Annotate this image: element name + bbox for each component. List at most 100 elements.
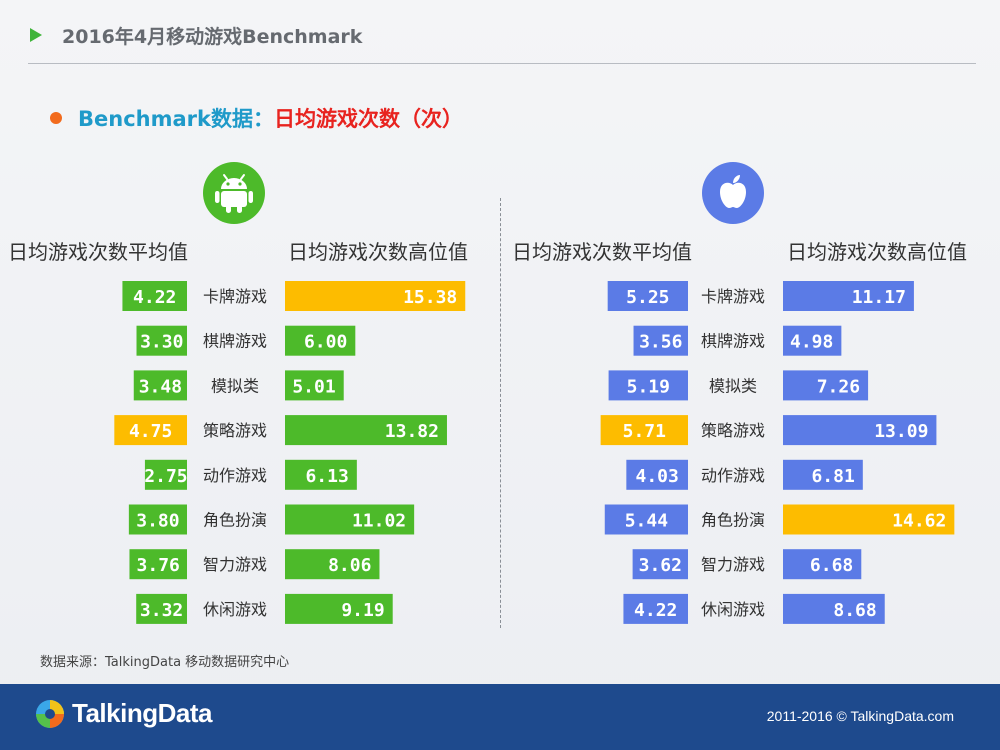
ios-avg-value-label: 5.71 — [623, 421, 666, 442]
android-category-label: 棋牌游戏 — [203, 332, 267, 351]
android-high-header: 日均游戏次数高位值 — [288, 240, 468, 264]
header-divider — [28, 63, 976, 64]
footer-bar: TalkingData 2011-2016 © TalkingData.com — [0, 684, 1000, 750]
android-high-value-label: 11.02 — [352, 511, 406, 532]
ios-high-bar — [783, 370, 869, 401]
android-avg-bar — [114, 415, 187, 446]
ios-category-label: 角色扮演 — [701, 511, 765, 530]
android-high-value-label: 6.13 — [305, 466, 348, 487]
ios-avg-bar — [600, 415, 688, 446]
ios-high-value-label: 13.09 — [874, 421, 928, 442]
ios-high-bar — [783, 593, 885, 624]
android-high-value-label: 8.06 — [328, 555, 371, 576]
subtitle-main: Benchmark数据： — [78, 107, 274, 131]
ios-category-label: 模拟类 — [709, 376, 757, 395]
android-high-bar — [285, 281, 466, 311]
logo-text: TalkingData — [72, 698, 212, 728]
android-high-bar — [285, 459, 357, 490]
android-avg-value-label: 3.80 — [136, 511, 179, 532]
ios-avg-value-label: 5.25 — [626, 287, 669, 308]
android-avg-value-label: 3.48 — [139, 376, 182, 397]
apple-icon — [702, 162, 764, 224]
android-avg-bar — [136, 325, 187, 356]
ios-avg-bar — [607, 281, 688, 311]
ios-avg-value-label: 5.44 — [625, 511, 669, 532]
android-avg-value-label: 3.76 — [137, 555, 180, 576]
platform-divider — [500, 198, 501, 628]
ios-category-label: 棋牌游戏 — [701, 332, 765, 351]
android-high-bar — [285, 415, 447, 446]
android-category-label: 动作游戏 — [203, 466, 267, 485]
android-avg-value-label: 3.30 — [140, 332, 183, 353]
page-title: 2016年4月移动游戏Benchmark — [62, 26, 363, 48]
ios-high-bar — [783, 415, 937, 446]
android-high-value-label: 9.19 — [341, 600, 384, 621]
ios-avg-value-label: 4.22 — [634, 600, 677, 621]
android-high-bar — [285, 593, 393, 624]
android-avg-header: 日均游戏次数平均值 — [8, 240, 188, 264]
ios-high-value-label: 4.98 — [790, 332, 833, 353]
android-avg-value-label: 4.75 — [129, 421, 172, 442]
android-high-bar — [285, 504, 415, 535]
android-high-value-label: 13.82 — [385, 421, 439, 442]
talkingdata-logo-icon — [36, 700, 64, 728]
android-icon — [203, 162, 265, 224]
ios-avg-header: 日均游戏次数平均值 — [512, 240, 692, 264]
android-high-bar — [285, 325, 356, 356]
ios-avg-bar — [623, 593, 688, 624]
ios-high-value-label: 14.62 — [892, 511, 946, 532]
android-avg-value-label: 3.32 — [140, 600, 183, 621]
ios-avg-value-label: 4.03 — [635, 466, 678, 487]
android-high-value-label: 15.38 — [403, 287, 457, 308]
ios-avg-value-label: 3.62 — [639, 555, 682, 576]
ios-high-value-label: 7.26 — [817, 376, 860, 397]
benchmark-bar-chart: 4.22 卡牌游戏 15.38 3.30 棋牌游戏 6.00 3.48 模拟类 5.01 4.75… — [114, 281, 955, 624]
ios-avg-bar — [604, 504, 688, 535]
android-avg-bar — [128, 504, 187, 535]
ios-high-value-label: 6.68 — [810, 555, 853, 576]
ios-high-bar — [783, 325, 842, 356]
ios-avg-bar — [632, 549, 688, 580]
ios-category-label: 智力游戏 — [701, 555, 765, 574]
ios-category-label: 动作游戏 — [701, 466, 765, 485]
android-category-label: 卡牌游戏 — [203, 287, 267, 306]
ios-category-label: 休闲游戏 — [701, 600, 765, 619]
ios-avg-bar — [633, 325, 688, 356]
android-avg-bar — [144, 459, 187, 490]
ios-high-bar — [783, 549, 862, 580]
ios-category-label: 策略游戏 — [701, 421, 765, 440]
android-high-bar — [285, 549, 380, 580]
bullet-dot-icon — [50, 112, 62, 124]
android-category-label: 角色扮演 — [203, 511, 267, 530]
ios-avg-bar — [608, 370, 688, 401]
android-avg-bar — [136, 593, 187, 624]
ios-high-bar — [783, 281, 914, 311]
ios-avg-value-label: 3.56 — [639, 332, 682, 353]
ios-high-header: 日均游戏次数高位值 — [787, 240, 967, 264]
android-category-label: 策略游戏 — [203, 421, 267, 440]
ios-high-value-label: 8.68 — [833, 600, 876, 621]
ios-high-bar — [783, 504, 955, 535]
android-high-value-label: 5.01 — [292, 376, 335, 397]
header-arrow-icon — [30, 28, 42, 42]
android-avg-bar — [122, 281, 187, 311]
android-category-label: 休闲游戏 — [203, 600, 267, 619]
android-avg-bar — [129, 549, 187, 580]
ios-avg-value-label: 5.19 — [627, 376, 670, 397]
android-high-value-label: 6.00 — [304, 332, 347, 353]
android-category-label: 模拟类 — [211, 376, 259, 395]
ios-category-label: 卡牌游戏 — [701, 287, 765, 306]
ios-high-bar — [783, 459, 863, 490]
android-avg-bar — [133, 370, 187, 401]
data-source: 数据来源：TalkingData 移动数据研究中心 — [40, 655, 290, 670]
chart-subtitle: Benchmark数据：日均游戏次数（次） — [78, 103, 463, 133]
android-avg-value-label: 2.75 — [144, 466, 187, 487]
ios-avg-bar — [626, 459, 688, 490]
ios-high-value-label: 6.81 — [811, 466, 854, 487]
copyright-text: 2011-2016 © TalkingData.com — [766, 708, 954, 724]
ios-high-value-label: 11.17 — [852, 287, 906, 308]
android-category-label: 智力游戏 — [203, 555, 267, 574]
android-avg-value-label: 4.22 — [133, 287, 176, 308]
subtitle-highlight: 日均游戏次数（次） — [273, 107, 463, 131]
android-high-bar — [285, 370, 344, 401]
